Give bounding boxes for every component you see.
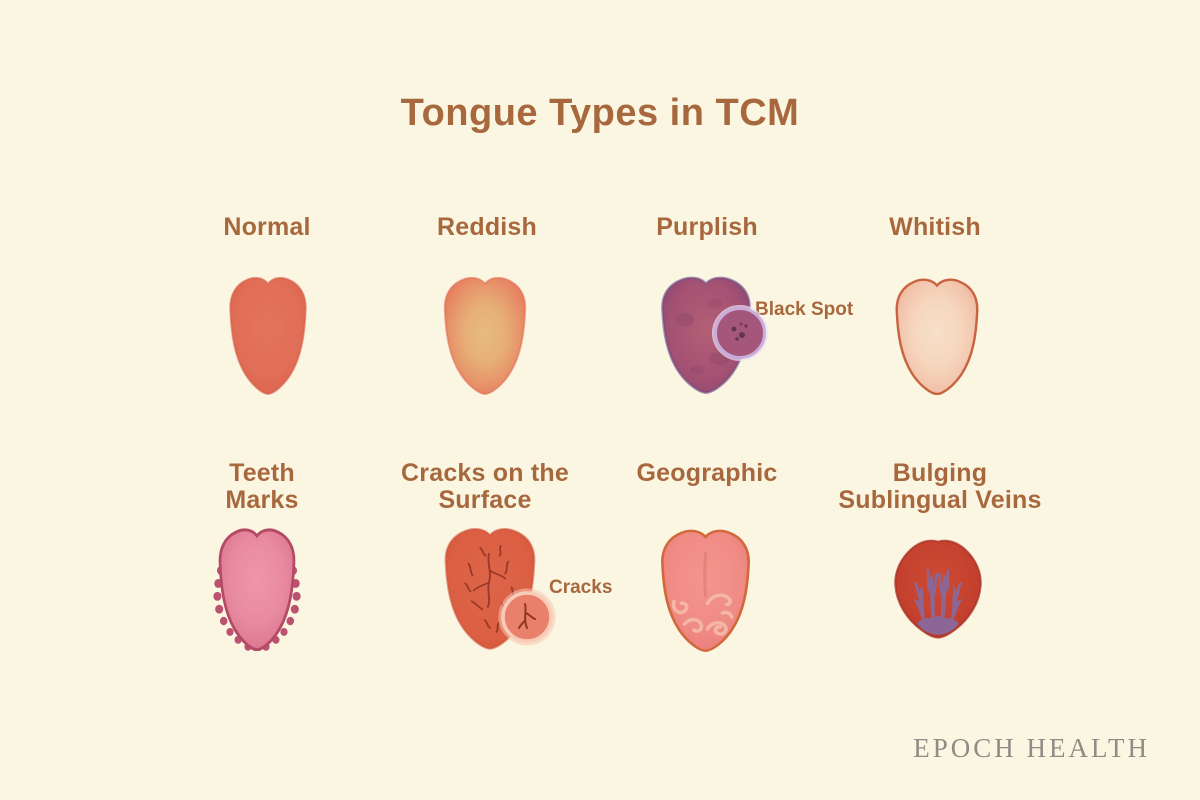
normal-tongue-illustration <box>229 276 307 395</box>
bulging-veins-tongue-illustration <box>894 539 982 639</box>
tongue-label-cracks: Cracks on the Surface <box>401 459 569 514</box>
teeth-mark-bumps <box>213 566 301 651</box>
tongue-label-bulging: Bulging Sublingual Veins <box>838 459 1042 514</box>
teeth-marks-tongue-illustration <box>213 528 301 651</box>
callout-label-cracks: Cracks <box>549 577 613 598</box>
tongue-label-normal: Normal <box>223 213 311 241</box>
black-spot-magnifier <box>712 305 768 361</box>
brand-logo: EPOCH HEALTH <box>913 733 1150 763</box>
cracks-magnifier <box>498 588 556 646</box>
sublingual-veins <box>913 569 963 635</box>
reddish-tongue-illustration <box>443 276 527 395</box>
geographic-tongue-illustration <box>661 529 750 652</box>
tongue-label-teeth-marks: Teeth Marks <box>225 459 299 514</box>
tongue-label-geographic: Geographic <box>636 459 778 487</box>
callout-label-black-spot: Black Spot <box>755 299 854 320</box>
cracks-tongue-illustration <box>444 527 556 650</box>
geographic-patches <box>671 593 734 636</box>
purplish-tongue-illustration <box>661 276 768 394</box>
whitish-tongue-illustration <box>895 278 979 395</box>
tongue-label-reddish: Reddish <box>436 213 538 241</box>
tongue-label-purplish: Purplish <box>656 213 758 241</box>
tongue-label-whitish: Whitish <box>889 213 981 241</box>
page-title: Tongue Types in TCM <box>400 92 800 134</box>
